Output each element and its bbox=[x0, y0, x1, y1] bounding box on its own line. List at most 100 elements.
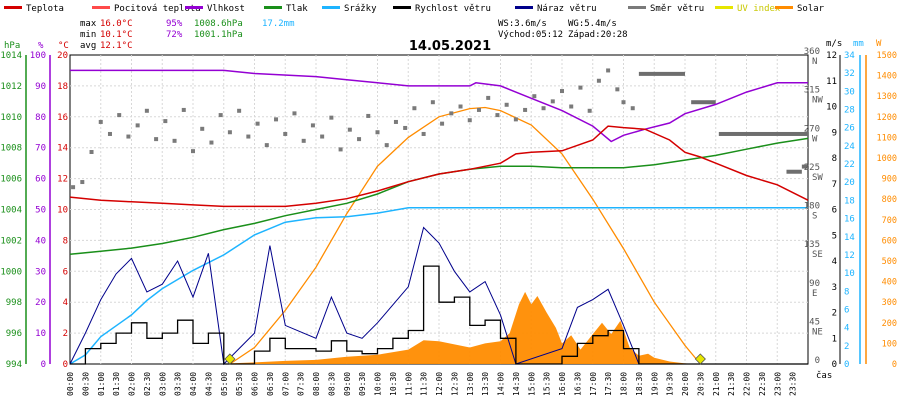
wind-speed-tick: 6 bbox=[832, 206, 837, 216]
wind-dir-point bbox=[237, 108, 242, 113]
wind-dir-tick-label: SE bbox=[812, 250, 823, 260]
temperature-unit: °C bbox=[58, 41, 69, 51]
x-tick: 07:30 bbox=[297, 372, 306, 396]
rain-tick: 24 bbox=[844, 142, 855, 152]
wind-dir-tick-label: S bbox=[812, 212, 817, 222]
humidity-axis-tick: 90 bbox=[35, 82, 46, 92]
rain-tick: 4 bbox=[844, 324, 849, 334]
wind-speed-tick: 12 bbox=[826, 51, 837, 61]
wind-dir-point bbox=[172, 138, 177, 143]
x-tick: 15:30 bbox=[543, 372, 552, 396]
stat-min-press: 1001.1hPa bbox=[194, 30, 243, 40]
wind-dir-tick: 315 bbox=[804, 86, 820, 96]
wind-dir-point bbox=[181, 107, 186, 112]
x-tick: 02:00 bbox=[128, 372, 137, 396]
wind-speed-tick: 7 bbox=[832, 180, 837, 190]
wind-dir-point bbox=[200, 126, 205, 131]
solar-tick: 900 bbox=[882, 175, 897, 185]
wind-dir-point bbox=[532, 94, 537, 99]
wind-dir-point bbox=[430, 100, 435, 105]
legend-swatch bbox=[515, 6, 533, 9]
wind-dir-point bbox=[560, 89, 564, 94]
humidity-axis-tick: 100 bbox=[30, 51, 46, 61]
x-tick: 01:00 bbox=[97, 372, 106, 396]
x-tick: 04:30 bbox=[204, 372, 213, 396]
uv-marker bbox=[694, 353, 706, 365]
x-tick: 05:30 bbox=[235, 372, 244, 396]
wind-dir-point bbox=[403, 125, 408, 130]
humidity-axis-tick: 70 bbox=[35, 144, 46, 154]
wind-dir-point bbox=[495, 113, 500, 118]
wind-dir-point bbox=[486, 95, 491, 100]
x-tick: 19:00 bbox=[650, 372, 659, 396]
solar-tick: 500 bbox=[882, 257, 897, 267]
wind-dir-point bbox=[449, 111, 454, 116]
humidity-unit: % bbox=[38, 41, 44, 51]
humidity-line bbox=[70, 69, 808, 143]
wind-gust-line bbox=[69, 226, 808, 366]
rain-tick: 14 bbox=[844, 233, 855, 243]
pressure-axis-tick: 1008 bbox=[0, 144, 22, 154]
x-tick: 04:00 bbox=[189, 372, 198, 396]
x-tick: 10:30 bbox=[389, 372, 398, 396]
wind-dir-point bbox=[504, 102, 509, 107]
wind-dir-point bbox=[144, 108, 149, 113]
wind-dir-point bbox=[541, 106, 546, 111]
temperature-axis-tick: 8 bbox=[63, 236, 68, 246]
wind-speed-tick: 8 bbox=[832, 154, 837, 164]
sunrise: Východ:05:12 bbox=[498, 30, 563, 40]
temperature-axis-tick: 10 bbox=[57, 206, 68, 216]
wind-dir-tick: 360 bbox=[804, 47, 820, 57]
wind-speed-line bbox=[70, 265, 808, 365]
stat-min-hum: 72% bbox=[166, 30, 183, 40]
wind-dir-tick: 225 bbox=[804, 163, 820, 173]
uv-marker bbox=[224, 353, 236, 365]
x-tick: 19:30 bbox=[666, 372, 675, 396]
wind-dir-tick: 270 bbox=[804, 124, 820, 134]
pressure-axis-tick: 1014 bbox=[0, 51, 22, 61]
legend-swatch bbox=[715, 6, 733, 9]
wind-dir-point bbox=[255, 121, 260, 126]
x-tick: 23:00 bbox=[773, 372, 782, 396]
wind-dir-tick: 135 bbox=[804, 240, 820, 250]
wind-dir-point bbox=[384, 143, 389, 148]
humidity-axis-tick: 10 bbox=[35, 329, 46, 339]
pressure-axis-tick: 1010 bbox=[0, 113, 22, 123]
wind-dir-point bbox=[89, 149, 94, 154]
pressure-axis-tick: 1000 bbox=[0, 267, 22, 277]
temperature-axis-tick: 14 bbox=[57, 144, 68, 154]
humidity-axis-tick: 80 bbox=[35, 113, 46, 123]
wind-dir-tick-label: W bbox=[812, 134, 818, 144]
wind-dir-tick-label: NE bbox=[812, 327, 823, 337]
stat-avg-temp: 12.1°C bbox=[100, 41, 133, 51]
rain-tick: 10 bbox=[844, 269, 855, 279]
legend-swatch bbox=[92, 6, 110, 9]
rain-tick: 20 bbox=[844, 178, 855, 188]
stat-avg-label: avg bbox=[80, 41, 96, 51]
wind-dir-bar bbox=[786, 169, 802, 174]
wind-dir-tick-label: SW bbox=[812, 173, 823, 183]
x-tick: 07:00 bbox=[281, 372, 290, 396]
x-tick: 22:00 bbox=[743, 372, 752, 396]
wind-dir-point bbox=[578, 85, 583, 90]
solar-tick: 100 bbox=[882, 339, 897, 349]
x-tick: 09:00 bbox=[343, 372, 352, 396]
humidity-axis-tick: 0 bbox=[41, 360, 46, 370]
wind-dir-point bbox=[320, 134, 325, 139]
sunset: Západ:20:28 bbox=[568, 30, 628, 40]
wind-dir-point bbox=[227, 130, 232, 135]
wind-dir-point bbox=[218, 113, 223, 118]
temperature-axis-tick: 20 bbox=[57, 51, 68, 61]
wind-dir-point bbox=[476, 107, 481, 112]
legend-label: Tlak bbox=[286, 4, 308, 14]
humidity-axis-tick: 20 bbox=[35, 298, 46, 308]
wind-dir-tick: 0 bbox=[815, 356, 820, 366]
wind-speed-avg: WS:3.6m/s bbox=[498, 19, 547, 29]
wind-dir-point bbox=[191, 149, 195, 154]
rain-tick: 26 bbox=[844, 124, 855, 134]
x-tick: 16:30 bbox=[573, 372, 582, 396]
wind-dir-point bbox=[621, 100, 626, 105]
legend-label: Vlhkost bbox=[207, 4, 245, 14]
wind-dir-point bbox=[274, 117, 279, 122]
